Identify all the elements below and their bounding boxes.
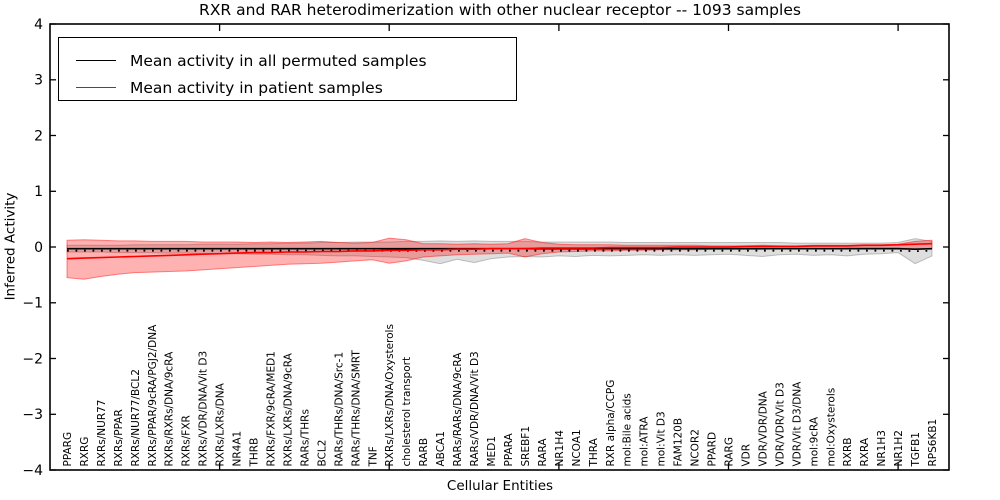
chart-title: RXR and RAR heterodimerization with othe… [199, 1, 801, 19]
y-tick-label: 4 [34, 17, 43, 33]
x-tick-label: VDR/VDR/Vit D3 [774, 382, 786, 466]
x-tick-label: VDR/VDR/DNA [757, 390, 769, 466]
x-tick-label: ABCA1 [435, 431, 447, 466]
x-tick-label: RXRs/VDR/DNA/Vit D3 [198, 351, 210, 467]
legend: Mean activity in all permuted samples Me… [58, 37, 517, 101]
x-tick-label: RARs/VDR/DNA/Vit D3 [469, 351, 481, 466]
x-tick-label: RXRA [859, 437, 871, 466]
legend-item-permuted: Mean activity in all permuted samples [59, 47, 516, 74]
x-tick-label: PPARA [503, 432, 515, 466]
x-tick-label: THRA [588, 437, 600, 467]
x-tick-label: TGFB1 [910, 432, 922, 467]
x-tick-label: RXRs/RXRs/DNA/9cRA [164, 351, 176, 467]
x-tick-label: RARB [418, 438, 430, 467]
x-tick-label: NR4A1 [232, 431, 244, 467]
x-tick-label: NR1H3 [876, 430, 888, 466]
x-tick-label: mol:ATRA [639, 416, 651, 467]
x-tick-label: MED1 [486, 436, 498, 466]
x-tick-label: FAM120B [673, 418, 685, 467]
x-tick-label: RXRB [842, 438, 854, 467]
y-tick-label: −3 [22, 407, 43, 423]
x-tick-label: RARs/THRs [299, 409, 311, 466]
y-tick-label: −2 [22, 351, 43, 367]
x-tick-label: mol:Vit D3 [656, 411, 668, 466]
x-tick-label: RARG [724, 437, 736, 467]
x-tick-label: RXRs/PPAR [113, 409, 125, 466]
y-tick-label: 0 [34, 240, 43, 256]
x-tick-label: RARs/THRs/DNA/Src-1 [333, 352, 345, 467]
permuted-line-swatch [76, 60, 116, 61]
y-tick-label: 3 [34, 73, 43, 89]
y-tick-label: −4 [22, 463, 43, 479]
x-tick-label: mol:Oxysterols [825, 388, 837, 467]
x-tick-label: cholesterol transport [401, 357, 413, 467]
x-tick-label: RXRs/FXR [181, 415, 193, 466]
x-tick-label: TNF [367, 446, 379, 467]
y-tick-label: 2 [34, 128, 43, 144]
x-tick-label: VDR/Vit D3/DNA [791, 381, 803, 467]
x-tick-label: RARA [537, 438, 549, 467]
x-tick-label: RPS6KB1 [927, 419, 939, 467]
legend-label-patient: Mean activity in patient samples [130, 78, 383, 97]
permuted-band [66, 238, 933, 265]
x-tick-label: NCOR2 [690, 429, 702, 466]
x-tick-label: RXRG [79, 437, 91, 467]
x-tick-label: RARs/THRs/DNA/SMRT [350, 350, 362, 467]
x-tick-label: mol:9cRA [808, 416, 820, 466]
x-tick-label: VDR [741, 444, 753, 467]
x-axis-title: Cellular Entities [446, 478, 554, 494]
x-tick-label: RXRs/FXR/9cRA/MED1 [266, 351, 278, 466]
y-tick-label: −1 [22, 296, 43, 312]
x-tick-label: RXRs/NUR77 [96, 400, 108, 467]
x-tick-label: RXRs/NUR77/BCL2 [130, 369, 142, 466]
x-tick-label: PPARD [707, 432, 719, 467]
legend-item-patient: Mean activity in patient samples [59, 74, 516, 101]
patient-line-swatch [76, 87, 116, 88]
legend-label-permuted: Mean activity in all permuted samples [130, 51, 427, 70]
x-tick-label: NR1H2 [893, 430, 905, 466]
patient-mean-line [66, 242, 933, 260]
x-tick-label: NCOA1 [571, 429, 583, 466]
x-tick-label: RXRs/LXRs/DNA/9cRA [283, 352, 295, 466]
y-tick-label: 1 [34, 184, 43, 200]
x-tick-label: RXR alpha/CCPG [605, 380, 617, 467]
x-tick-label: NR1H4 [554, 430, 566, 467]
x-tick-label: THRB [249, 438, 261, 468]
x-tick-label: PPARG [62, 432, 74, 467]
x-tick-label: RARs/RARs/DNA/9cRA [452, 352, 464, 467]
x-tick-label: mol:Bile acids [622, 393, 634, 466]
x-tick-label: RXRs/LXRs/DNA/Oxysterols [384, 324, 396, 466]
x-tick-label: SREBF1 [520, 426, 532, 467]
x-tick-label: RXRs/LXRs/DNA [215, 382, 227, 466]
x-tick-label: RXRs/PPAR/9cRA/PGJ2/DNA [147, 324, 159, 467]
x-tick-label: BCL2 [316, 440, 328, 467]
